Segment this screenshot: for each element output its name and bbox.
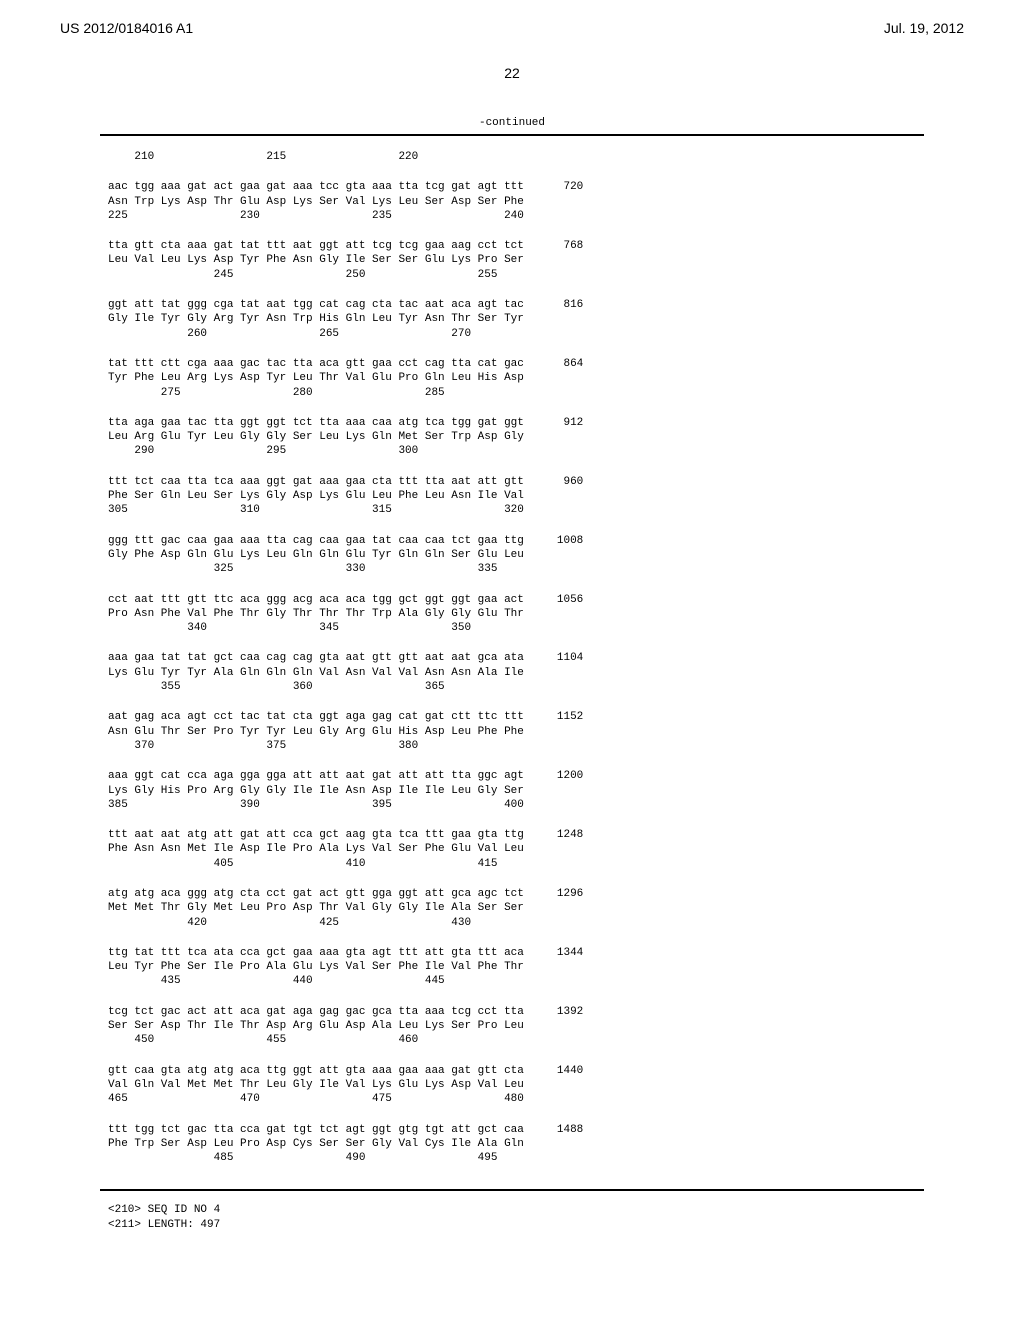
seq-block: tcg tct gac act att aca gat aga gag gac … xyxy=(108,1005,916,1048)
seq-block: ttt tct caa tta tca aaa ggt gat aaa gaa … xyxy=(108,475,916,518)
seq-block: ttt aat aat atg att gat att cca gct aag … xyxy=(108,828,916,871)
sequence-listing: 210 215 220 aac tgg aaa gat act gaa gat … xyxy=(100,134,924,1191)
seq-block: 210 215 220 xyxy=(108,150,916,164)
seq-id-tag: <210> SEQ ID NO 4 xyxy=(108,1204,220,1216)
page-number: 22 xyxy=(0,65,1024,81)
seq-block: aac tgg aaa gat act gaa gat aaa tcc gta … xyxy=(108,180,916,223)
seq-block: aaa gaa tat tat gct caa cag cag gta aat … xyxy=(108,651,916,694)
publication-date: Jul. 19, 2012 xyxy=(884,20,964,36)
seq-block: atg atg aca ggg atg cta cct gat act gtt … xyxy=(108,887,916,930)
seq-length-tag: <211> LENGTH: 497 xyxy=(108,1219,220,1231)
seq-footer: <210> SEQ ID NO 4 <211> LENGTH: 497 xyxy=(108,1203,924,1232)
seq-block: aat gag aca agt cct tac tat cta ggt aga … xyxy=(108,710,916,753)
seq-block: cct aat ttt gtt ttc aca ggg acg aca aca … xyxy=(108,593,916,636)
seq-block: tat ttt ctt cga aaa gac tac tta aca gtt … xyxy=(108,357,916,400)
seq-block: tta gtt cta aaa gat tat ttt aat ggt att … xyxy=(108,239,916,282)
seq-block: gtt caa gta atg atg aca ttg ggt att gta … xyxy=(108,1064,916,1107)
seq-block: aaa ggt cat cca aga gga gga att att aat … xyxy=(108,769,916,812)
page-header: US 2012/0184016 A1 Jul. 19, 2012 xyxy=(0,0,1024,41)
seq-block: tta aga gaa tac tta ggt ggt tct tta aaa … xyxy=(108,416,916,459)
seq-block: ttg tat ttt tca ata cca gct gaa aaa gta … xyxy=(108,946,916,989)
seq-block: ttt tgg tct gac tta cca gat tgt tct agt … xyxy=(108,1123,916,1166)
seq-block: ggg ttt gac caa gaa aaa tta cag caa gaa … xyxy=(108,534,916,577)
seq-block: ggt att tat ggg cga tat aat tgg cat cag … xyxy=(108,298,916,341)
continued-label: -continued xyxy=(0,117,1024,129)
publication-number: US 2012/0184016 A1 xyxy=(60,20,193,36)
